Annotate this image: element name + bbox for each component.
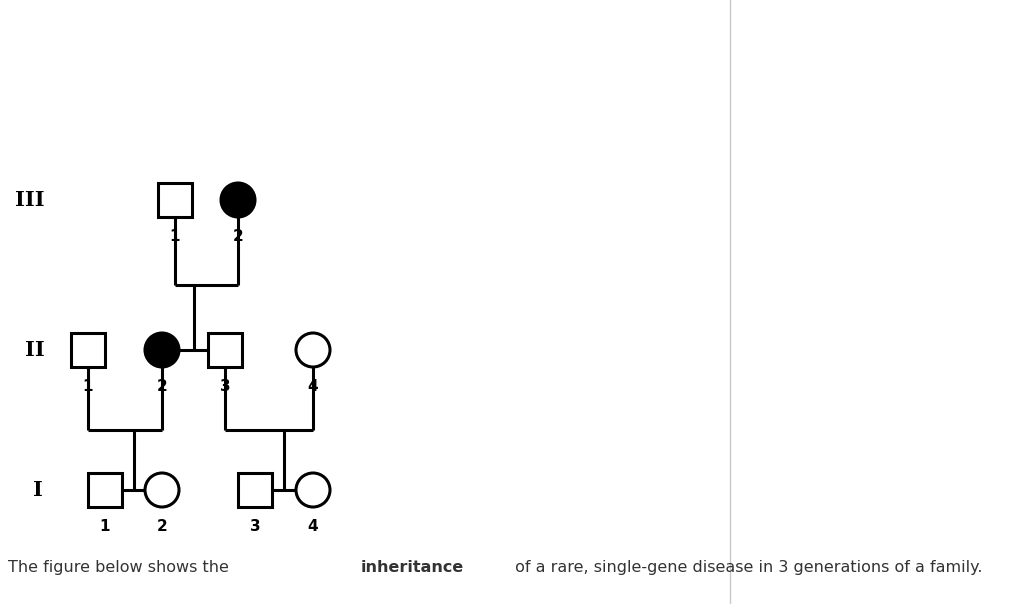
- Text: 2: 2: [157, 519, 167, 534]
- Text: inheritance: inheritance: [360, 560, 464, 575]
- Text: 1: 1: [99, 519, 111, 534]
- Text: 4: 4: [307, 379, 318, 394]
- Text: I: I: [33, 480, 43, 500]
- Bar: [71, 333, 105, 367]
- Text: III: III: [15, 190, 45, 210]
- Text: 2: 2: [232, 229, 244, 244]
- Circle shape: [296, 333, 330, 367]
- Circle shape: [145, 333, 179, 367]
- Text: 3: 3: [220, 379, 230, 394]
- Circle shape: [221, 183, 255, 217]
- Bar: [88, 473, 122, 507]
- Text: 1: 1: [170, 229, 180, 244]
- Bar: [158, 183, 193, 217]
- Bar: [208, 333, 242, 367]
- Text: The figure below shows the: The figure below shows the: [8, 560, 234, 575]
- Text: 1: 1: [83, 379, 93, 394]
- Text: II: II: [26, 340, 45, 360]
- Text: 3: 3: [250, 519, 260, 534]
- Bar: [238, 473, 272, 507]
- Text: of a rare, single-gene disease in 3 generations of a family.: of a rare, single-gene disease in 3 gene…: [510, 560, 983, 575]
- Circle shape: [296, 473, 330, 507]
- Text: 2: 2: [157, 379, 167, 394]
- Circle shape: [145, 473, 179, 507]
- Text: 4: 4: [307, 519, 318, 534]
